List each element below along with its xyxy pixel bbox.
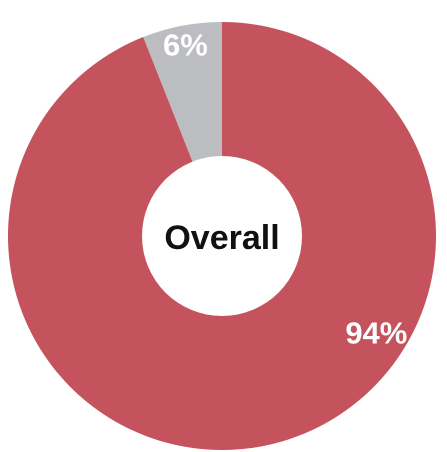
donut-hole <box>142 156 302 316</box>
slice-label-major: 94% <box>345 315 407 350</box>
center-label: Overall <box>164 219 279 257</box>
slice-labels: 94% 6% <box>163 27 407 350</box>
slice-label-minor: 6% <box>163 27 208 62</box>
